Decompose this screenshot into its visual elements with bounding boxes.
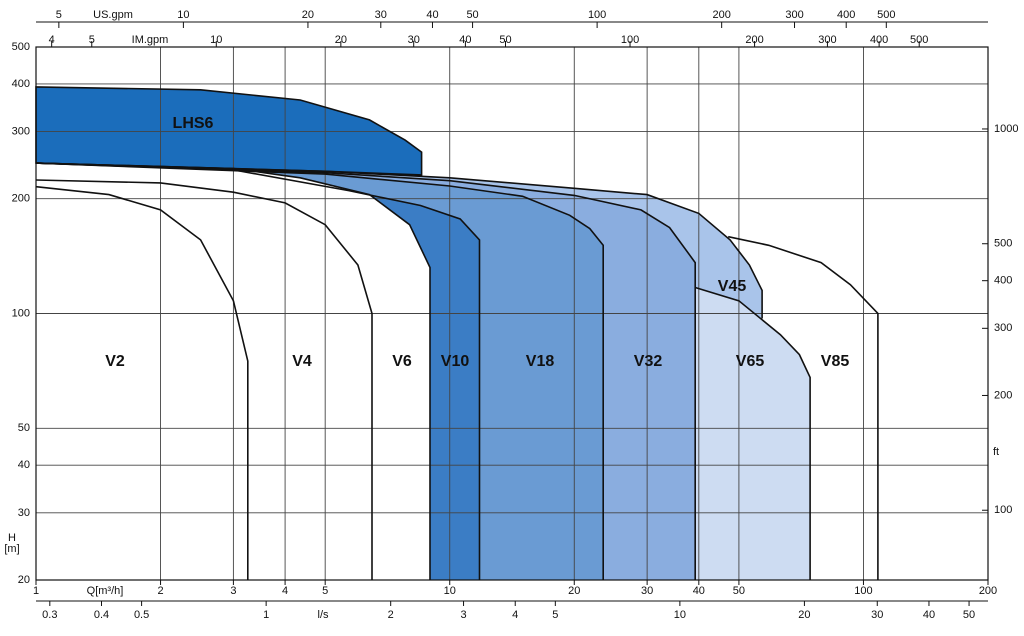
- series-label: V2: [105, 353, 125, 370]
- x-extra-tick-label: 200: [745, 34, 763, 46]
- series-label: V6: [392, 353, 412, 370]
- y-tick-label: 20: [18, 574, 30, 586]
- x-extra-tick-label: 200: [712, 9, 730, 21]
- series-line: [694, 286, 811, 580]
- y2-tick-label: 400: [994, 275, 1012, 287]
- x-tick-label: 10: [444, 585, 456, 597]
- series-line: [35, 162, 696, 580]
- series-area: [695, 287, 811, 580]
- x-extra-tick-label: 0.3: [42, 609, 57, 621]
- series-line: [35, 179, 373, 580]
- series-line: [728, 235, 879, 580]
- series-line: [35, 162, 604, 580]
- series-label: V85: [821, 353, 850, 370]
- y-tick-label: 400: [12, 78, 30, 90]
- y-axis-label: [m]: [4, 543, 19, 555]
- x-extra-tick-label: 5: [552, 609, 558, 621]
- series-label: V32: [634, 353, 663, 370]
- x-extra-axis-label: l/s: [318, 609, 330, 621]
- fills: [36, 86, 878, 580]
- y-tick-label: 40: [18, 459, 30, 471]
- x-extra-tick-label: 0.4: [94, 609, 109, 621]
- x-tick-label: 5: [322, 585, 328, 597]
- x-extra-tick-label: 100: [588, 9, 606, 21]
- x-tick-label: 100: [854, 585, 872, 597]
- x-extra-tick-label: 500: [910, 34, 928, 46]
- x-extra-tick-label: 500: [877, 9, 895, 21]
- series-line: [35, 162, 763, 319]
- x-extra-tick-label: 50: [499, 34, 511, 46]
- series-label: LHS6: [173, 115, 214, 132]
- x-tick-label: 3: [230, 585, 236, 597]
- y-tick-label: 30: [18, 507, 30, 519]
- x-extra-tick-label: 4: [512, 609, 518, 621]
- x-extra-tick-label: 0.5: [134, 609, 149, 621]
- x-extra-tick-label: 50: [963, 609, 975, 621]
- x-tick-label: 4: [282, 585, 288, 597]
- series-line: [35, 185, 249, 580]
- x-extra-tick-label: 300: [785, 9, 803, 21]
- y-tick-label: 300: [12, 125, 30, 137]
- x-extra-tick-label: 5: [56, 9, 62, 21]
- y-axis-label: H: [8, 532, 16, 544]
- y-tick-label: 100: [12, 307, 30, 319]
- x-tick-label: 200: [979, 585, 997, 597]
- y-tick-label: 200: [12, 193, 30, 205]
- series-label: V4: [292, 353, 312, 370]
- series-line: [35, 86, 423, 176]
- series-label: V45: [718, 278, 747, 295]
- lines: V85 V45 V65 V32 V18 V10 V6 V4 V2 LHS6: [35, 86, 879, 580]
- x-extra-tick-label: 40: [426, 9, 438, 21]
- x-extra-tick-label: 100: [621, 34, 639, 46]
- series-line: [35, 162, 481, 580]
- y-tick-label: 50: [18, 422, 30, 434]
- y2-axis-label: ft: [993, 446, 999, 458]
- y2-tick-label: 500: [994, 238, 1012, 250]
- y2-tick-label: 300: [994, 322, 1012, 334]
- y2-tick-label: 1000: [994, 123, 1018, 135]
- x-tick-label: 2: [157, 585, 163, 597]
- x-extra-tick-label: 40: [923, 609, 935, 621]
- x-extra-tick-label: 5: [89, 34, 95, 46]
- series-label: V18: [526, 353, 555, 370]
- x-extra-tick-label: 300: [818, 34, 836, 46]
- series-area: [36, 86, 422, 175]
- y-tick-label: 500: [12, 41, 30, 53]
- x-extra-tick-label: 10: [210, 34, 222, 46]
- series-area: [36, 186, 248, 580]
- x-extra-tick-label: 400: [837, 9, 855, 21]
- series-label: V65: [736, 353, 765, 370]
- axes: 1 2 3 4 5 10 20 30 40 50 100 2002030405010020030040…: [12, 9, 1019, 621]
- x-extra-tick-label: 1: [263, 609, 269, 621]
- x-extra-tick-label: 50: [466, 9, 478, 21]
- x-extra-tick-label: 4: [49, 34, 55, 46]
- x-extra-tick-label: 20: [302, 9, 314, 21]
- x-extra-tick-label: 30: [871, 609, 883, 621]
- x-extra-tick-label: 20: [335, 34, 347, 46]
- x-extra-tick-label: 40: [459, 34, 471, 46]
- y2-tick-label: 200: [994, 389, 1012, 401]
- x-axis-label: Q[m³/h]: [87, 585, 124, 597]
- x-extra-axis-label: IM.gpm: [132, 34, 169, 46]
- x-tick-label: 50: [733, 585, 745, 597]
- x-extra-tick-label: 20: [798, 609, 810, 621]
- x-extra-tick-label: 30: [375, 9, 387, 21]
- x-extra-tick-label: 3: [460, 609, 466, 621]
- x-tick-label: 20: [568, 585, 580, 597]
- x-tick-label: 30: [641, 585, 653, 597]
- x-extra-tick-label: 10: [177, 9, 189, 21]
- y2-tick-label: 100: [994, 504, 1012, 516]
- x-extra-tick-label: 10: [674, 609, 686, 621]
- plot-frame: [35, 46, 989, 581]
- x-extra-tick-label: 2: [388, 609, 394, 621]
- x-tick-label: 40: [693, 585, 705, 597]
- x-extra-tick-label: 30: [408, 34, 420, 46]
- x-tick-label: 1: [33, 585, 39, 597]
- series-label: V10: [441, 353, 470, 370]
- x-extra-tick-label: 400: [870, 34, 888, 46]
- x-extra-axis-label: US.gpm: [93, 9, 133, 21]
